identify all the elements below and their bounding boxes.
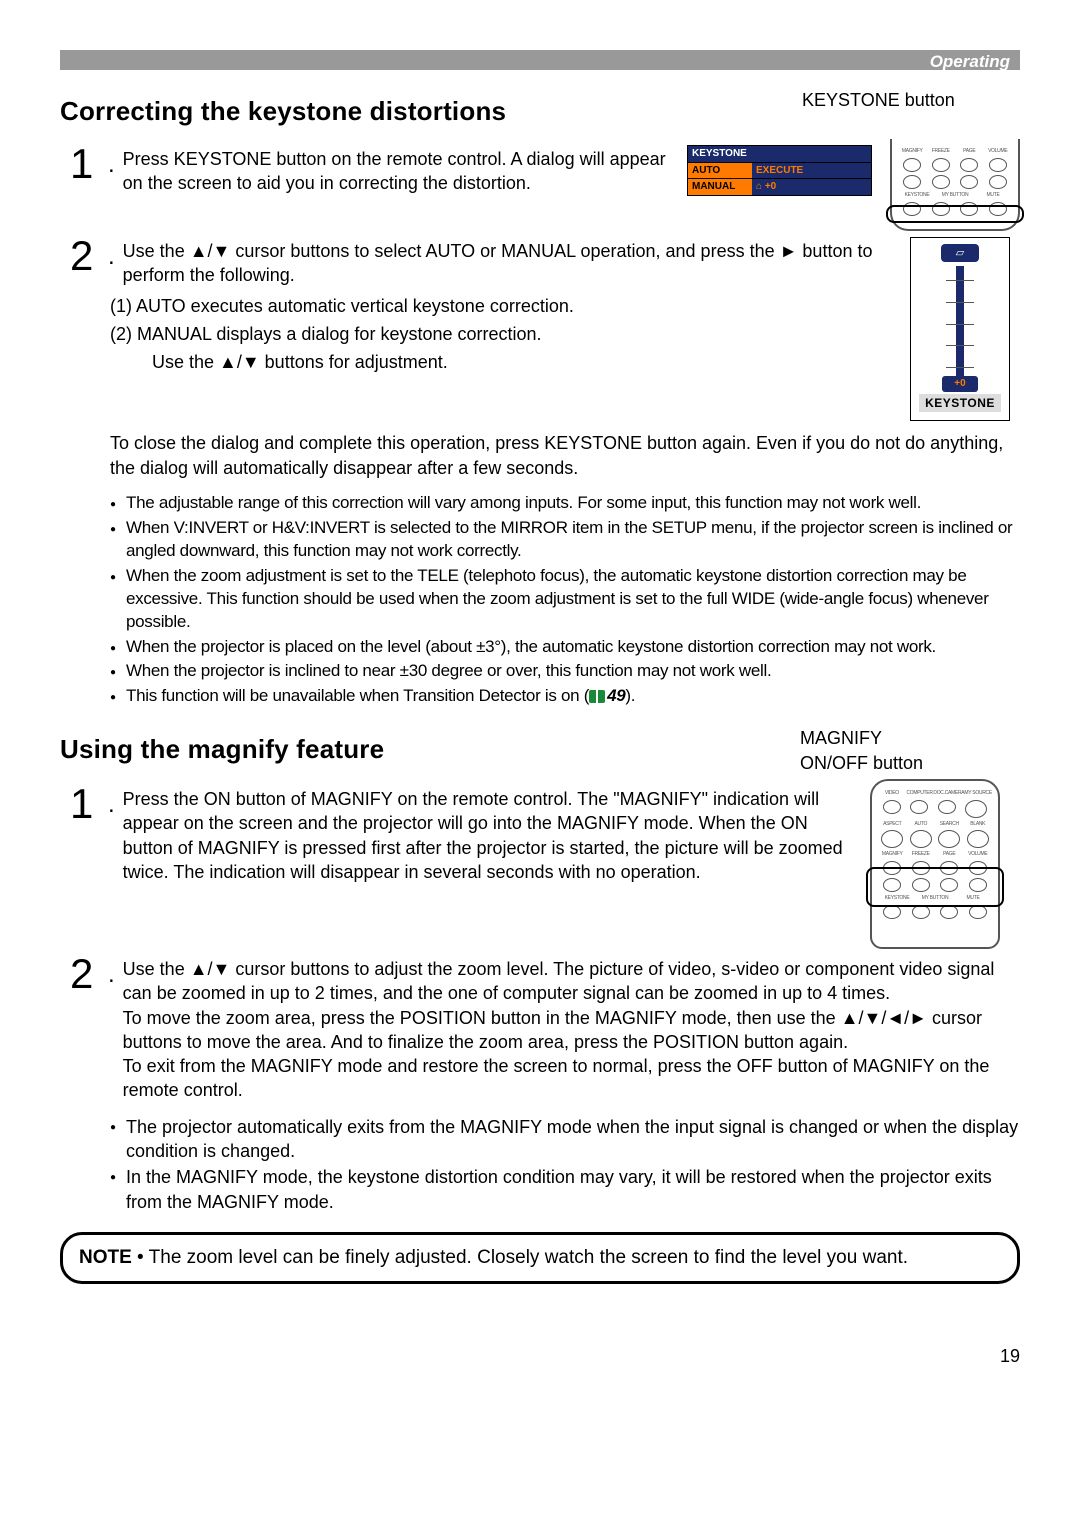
note-box: NOTE • The zoom level can be finely adju…	[60, 1232, 1020, 1284]
dialog-auto-value: EXECUTE	[752, 163, 871, 179]
page-number: 19	[60, 1344, 1020, 1368]
s1-bullet-2: When the zoom adjustment is set to the T…	[110, 565, 1020, 634]
s2-bullet-1: In the MAGNIFY mode, the keystone distor…	[110, 1165, 1020, 1214]
step-number-2: 2	[70, 235, 104, 277]
s1-step1-text: Press KEYSTONE button on the remote cont…	[123, 143, 669, 196]
s2-bullets: The projector automatically exits from t…	[110, 1115, 1020, 1214]
s2-step2: 2. Use the ▲/▼ cursor buttons to adjust …	[70, 953, 1020, 1103]
s2-bullet-0: The projector automatically exits from t…	[110, 1115, 1020, 1164]
book-icon	[589, 690, 605, 703]
remote-top-illustration: MAGNIFYFREEZEPAGEVOLUME KEYSTONEMY BUTTO…	[890, 139, 1020, 231]
header-category: Operating	[930, 51, 1010, 74]
magnify-caption-1: MAGNIFY	[800, 726, 1020, 750]
s1-bullet-3: When the projector is placed on the leve…	[110, 636, 1020, 659]
section2-title: Using the magnify feature	[60, 732, 384, 767]
s1-bullet-5: This function will be unavailable when T…	[110, 685, 1020, 708]
s1-bullet-1: When V:INVERT or H&V:INVERT is selected …	[110, 517, 1020, 563]
dialog-auto-label: AUTO	[688, 163, 752, 179]
s1-bullet-4: When the projector is inclined to near ±…	[110, 660, 1020, 683]
keystone-top-icon: ▱	[941, 244, 979, 262]
s2-step1-text: Press the ON button of MAGNIFY on the re…	[123, 783, 852, 884]
keystone-slider-widget: ▱ +0 KEYSTONE	[910, 237, 1010, 421]
keystone-button-caption: KEYSTONE button	[802, 88, 1020, 112]
s2-step2-text: Use the ▲/▼ cursor buttons to adjust the…	[123, 959, 995, 1003]
s1-sub2b: Use the ▲/▼ buttons for adjustment.	[152, 350, 892, 374]
s1-close-text: To close the dialog and complete this op…	[110, 431, 1020, 480]
slider-knob-value: +0	[942, 376, 978, 392]
header-bar: Operating	[60, 50, 1020, 70]
step-number-2b: 2	[70, 953, 104, 995]
dialog-manual-value: ⌂ +0	[752, 179, 871, 195]
step-number-1b: 1	[70, 783, 104, 825]
s1-bullet-0: The adjustable range of this correction …	[110, 492, 1020, 515]
s2-step2c-text: To exit from the MAGNIFY mode and restor…	[123, 1056, 990, 1100]
s2-step2b-text: To move the zoom area, press the POSITIO…	[123, 1008, 982, 1052]
section1-title: Correcting the keystone distortions	[60, 94, 506, 129]
s1-step1: 1. Press KEYSTONE button on the remote c…	[70, 143, 669, 196]
note-label: NOTE	[79, 1247, 132, 1268]
s1-sub1: (1) AUTO executes automatic vertical key…	[110, 294, 892, 318]
keystone-dialog: KEYSTONE AUTO EXECUTE MANUAL ⌂ +0	[687, 145, 872, 196]
remote-full-illustration: VIDEOCOMPUTERDOC.CAMERAMY SOURCE ASPECTA…	[870, 779, 1000, 949]
s1-step2-text: Use the ▲/▼ cursor buttons to select AUT…	[123, 235, 892, 288]
dialog-title: KEYSTONE	[688, 146, 871, 162]
s1-sub2a: (2) MANUAL displays a dialog for keyston…	[110, 322, 892, 346]
slider-label: KEYSTONE	[919, 394, 1001, 412]
s1-bullets: The adjustable range of this correction …	[110, 492, 1020, 708]
s1-step2: 2. Use the ▲/▼ cursor buttons to select …	[70, 235, 892, 288]
s2-step1: 1. Press the ON button of MAGNIFY on the…	[70, 783, 852, 884]
note-text: • The zoom level can be finely adjusted.…	[132, 1247, 908, 1268]
step-number-1: 1	[70, 143, 104, 185]
magnify-caption-2: ON/OFF button	[800, 751, 1020, 775]
dialog-manual-label: MANUAL	[688, 179, 752, 195]
